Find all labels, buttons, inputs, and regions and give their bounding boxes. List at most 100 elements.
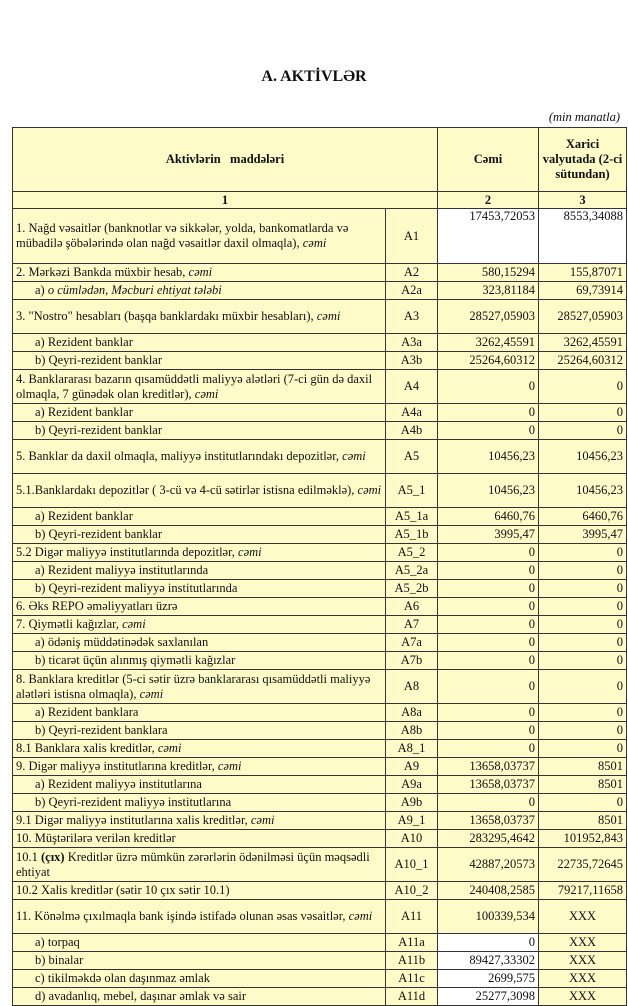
row-label: 6. Əks REPO əməliyyatları üzrə — [12, 597, 386, 616]
table-row: d) avadanlıq, mebel, daşınar əmlak və sa… — [12, 987, 628, 1006]
row-code: A10_1 — [384, 847, 439, 882]
foreign-value: 0 — [538, 651, 628, 670]
row-label: a) o cümlədən, Məcburi ehtiyat tələbi — [12, 281, 386, 300]
label-italic: cəmi — [238, 545, 262, 559]
table-row: a) torpaq A11a 0 XXX — [12, 933, 628, 952]
row-label: c) tikilməkdə olan daşınmaz əmlak — [12, 969, 386, 988]
table-row: a) Rezident maliyyə institutlarında A5_2a… — [12, 561, 628, 580]
table-row: 10.1 (çıx) Kreditlər üzrə mümkün zərərlə… — [12, 847, 628, 882]
total-value: 25264,60312 — [437, 351, 540, 370]
foreign-value: 0 — [538, 633, 628, 652]
foreign-value: 0 — [538, 369, 628, 404]
foreign-value: 0 — [538, 739, 628, 758]
foreign-value: 0 — [538, 793, 628, 812]
foreign-value: 10456,23 — [538, 439, 628, 474]
label-text: a) Rezident banklar — [35, 335, 133, 349]
total-value: 0 — [437, 633, 540, 652]
label-italic: cəmi — [316, 309, 341, 323]
label-text: a) Rezident banklara — [35, 705, 139, 719]
foreign-value: 10456,23 — [538, 473, 628, 508]
row-label: 5.1.Banklardakı depozitlər ( 3-cü və 4-c… — [12, 473, 386, 508]
row-label: 10.1 (çıx) Kreditlər üzrə mümkün zərərlə… — [12, 847, 386, 882]
row-label: b) Qeyri-rezident maliyyə institutlarına — [12, 793, 386, 812]
label-text: b) Qeyri-rezident banklar — [35, 527, 163, 541]
row-code: A8a — [384, 703, 439, 722]
column-number-row: 1 2 3 — [11, 191, 628, 209]
total-value: 0 — [437, 703, 540, 722]
label-text: 7. Qiymətli kağızlar, — [16, 617, 123, 631]
row-label: 8.1 Banklara xalis kreditlər, cəmi — [12, 739, 386, 758]
row-code: A9b — [384, 793, 439, 812]
row-code: A4a — [384, 403, 439, 422]
foreign-value: 28527,05903 — [538, 299, 628, 334]
label-text: b) Qeyri-rezident banklar — [35, 353, 163, 367]
total-value: 0 — [437, 793, 540, 812]
label-text: a) Rezident maliyyə institutlarına — [35, 777, 202, 791]
label-italic: cəmi — [302, 236, 327, 250]
total-value: 3262,45591 — [437, 333, 540, 352]
row-code: A8b — [384, 721, 439, 740]
label-text: a) Rezident banklar — [35, 405, 133, 419]
label-text: 10. Müştərilərə verilən kreditlər — [16, 831, 176, 845]
label-text: b) Qeyri-rezident maliyyə institutlarına — [35, 795, 232, 809]
row-code: A10_2 — [384, 881, 439, 900]
label-text: 8. Banklara kreditlər (5-ci sətir üzrə b… — [16, 671, 371, 701]
row-code: A11d — [384, 987, 439, 1006]
foreign-value: 8553,34088 — [538, 208, 628, 264]
label-text: 8.1 Banklara xalis kreditlər, — [16, 741, 158, 755]
row-code: A9 — [384, 757, 439, 776]
label-italic: cəmi — [217, 759, 242, 773]
foreign-value: 6460,76 — [538, 507, 628, 526]
header-foreign: Xarici valyutada (2-ci sütundan) — [538, 127, 628, 192]
total-value: 0 — [437, 421, 540, 440]
table-row: b) Qeyri-rezident banklar A3b 25264,60312 2… — [12, 351, 628, 370]
table-row: a) Rezident banklar A3a 3262,45591 3262,455… — [12, 333, 628, 352]
table-row: 10.2 Xalis kreditlər (sətir 10 çıx sətir… — [12, 881, 628, 900]
foreign-value: XXX — [538, 987, 628, 1006]
column-number-3: 3 — [538, 191, 628, 209]
label-text: 10.2 Xalis kreditlər (sətir 10 çıx sətir… — [16, 883, 230, 897]
table-row: 7. Qiymətli kağızlar, cəmi A7 0 0 — [12, 615, 628, 634]
label-text: c) tikilməkdə olan daşınmaz əmlak — [35, 971, 210, 985]
total-value: 0 — [437, 739, 540, 758]
label-text: 5.1.Banklardakı depozitlər ( 3-cü və 4-c… — [16, 483, 358, 497]
label-text: a) torpaq — [35, 935, 80, 949]
row-code: A9_1 — [384, 811, 439, 830]
foreign-value: XXX — [538, 951, 628, 970]
label-text: b) Qeyri-rezident maliyyə institutlarınd… — [35, 581, 238, 595]
table-row: b) Qeyri-rezident banklar A4b 0 0 — [12, 421, 628, 440]
label-text: 2. Mərkəzi Bankda müxbir hesab, — [16, 265, 189, 279]
label-text: 1. Nağd vəsaitlər (banknotlar və sikkələ… — [16, 221, 349, 250]
column-number-2: 2 — [437, 191, 540, 209]
row-code: A5 — [384, 439, 439, 474]
label-text: a) — [35, 283, 48, 297]
foreign-value: 79217,11658 — [538, 881, 628, 900]
total-value: 0 — [437, 597, 540, 616]
row-code: A5_1b — [384, 525, 439, 544]
total-value: 0 — [437, 615, 540, 634]
row-label: b) Qeyri-rezident maliyyə institutlarınd… — [12, 579, 386, 598]
row-code: A8 — [384, 669, 439, 704]
row-label: b) Qeyri-rezident banklar — [12, 525, 386, 544]
total-value: 0 — [437, 651, 540, 670]
row-label: a) torpaq — [12, 933, 386, 952]
total-value: 0 — [437, 579, 540, 598]
total-value: 0 — [437, 721, 540, 740]
label-italic: cəmi — [157, 741, 182, 755]
row-label: 9. Digər maliyyə institutlarına kreditlə… — [12, 757, 386, 776]
total-value: 25277,3098 — [437, 987, 540, 1006]
row-code: A4 — [384, 369, 439, 404]
table-row: 6. Əks REPO əməliyyatları üzrə A6 0 0 — [12, 597, 628, 616]
table-row: b) Qeyri-rezident maliyyə institutlarına… — [12, 793, 628, 812]
foreign-value: 0 — [538, 703, 628, 722]
foreign-value: 155,87071 — [538, 263, 628, 282]
row-label: 10.2 Xalis kreditlər (sətir 10 çıx sətir… — [12, 881, 386, 900]
foreign-value: 8501 — [538, 775, 628, 794]
row-label: 5. Banklar da daxil olmaqla, maliyyə ins… — [12, 439, 386, 474]
total-value: 323,81184 — [437, 281, 540, 300]
label-text: b) binalar — [35, 953, 84, 967]
row-code: A3 — [384, 299, 439, 334]
label-text: 10.1 — [16, 849, 41, 864]
row-label: b) Qeyri-rezident banklar — [12, 421, 386, 440]
table-row: b) binalar A11b 89427,33302 XXX — [12, 951, 628, 970]
